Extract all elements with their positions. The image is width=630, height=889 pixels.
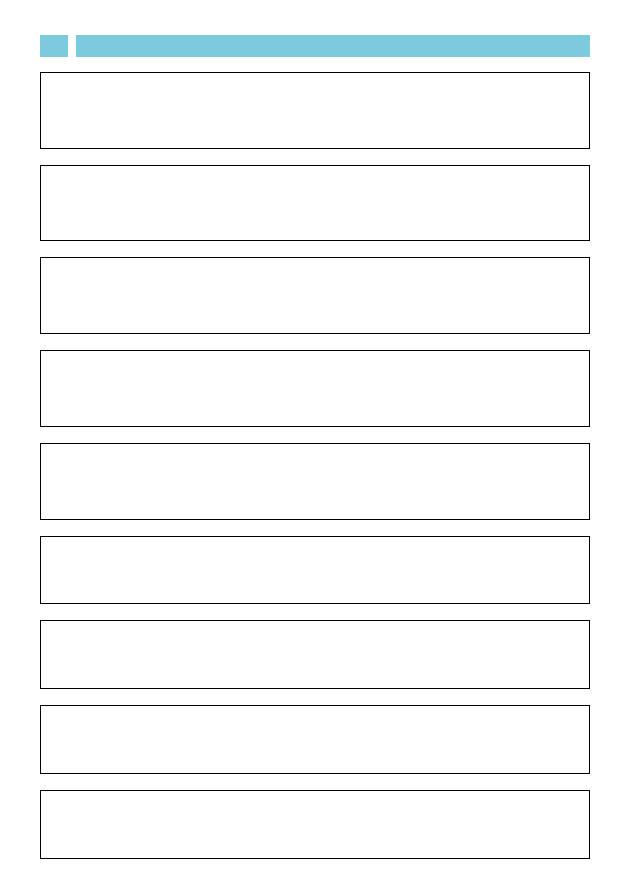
entry-box — [40, 620, 590, 689]
page — [0, 0, 630, 889]
boxes-container — [40, 72, 590, 859]
entry-box — [40, 790, 590, 859]
entry-box — [40, 350, 590, 427]
entry-box — [40, 72, 590, 149]
entry-box — [40, 165, 590, 242]
header-tab — [40, 35, 68, 57]
header-row — [40, 35, 590, 57]
entry-box — [40, 705, 590, 774]
entry-box — [40, 536, 590, 605]
entry-box — [40, 257, 590, 334]
entry-box — [40, 443, 590, 520]
header-bar — [76, 35, 590, 57]
